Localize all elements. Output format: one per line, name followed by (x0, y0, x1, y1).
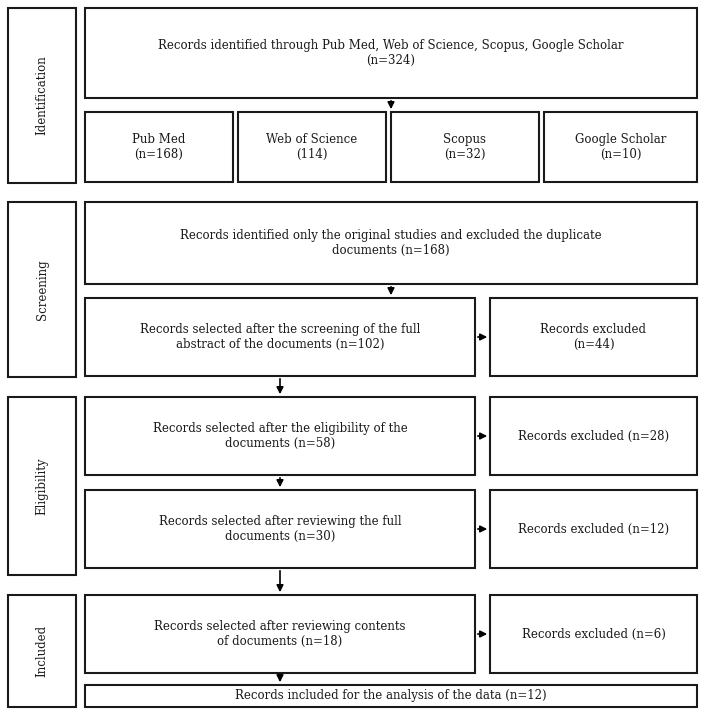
Bar (490, 490, 697, 568)
Text: Screening: Screening (35, 259, 48, 320)
Text: Records identified through Pub Med, Web of Science, Scopus, Google Scholar
(n=32: Records identified through Pub Med, Web … (158, 39, 624, 67)
Bar (8, 8, 76, 183)
Bar (85, 112, 233, 182)
Text: Web of Science
(114): Web of Science (114) (267, 133, 357, 161)
Bar (85, 685, 697, 707)
Text: Google Scholar
(n=10): Google Scholar (n=10) (575, 133, 666, 161)
Bar (85, 8, 697, 98)
Bar (85, 490, 475, 568)
Text: Included: Included (35, 625, 48, 677)
Text: Scopus
(n=32): Scopus (n=32) (444, 133, 486, 161)
Bar (490, 595, 697, 673)
Text: Records selected after the screening of the full
abstract of the documents (n=10: Records selected after the screening of … (140, 323, 420, 351)
Text: Pub Med
(n=168): Pub Med (n=168) (133, 133, 186, 161)
Bar (85, 298, 475, 376)
Text: Records identified only the original studies and excluded the duplicate
document: Records identified only the original stu… (180, 229, 602, 257)
Text: Identification: Identification (35, 56, 48, 136)
Text: Records excluded (n=6): Records excluded (n=6) (522, 628, 666, 640)
Bar (85, 397, 475, 475)
Text: Records selected after reviewing contents
of documents (n=18): Records selected after reviewing content… (155, 620, 406, 648)
Text: Eligibility: Eligibility (35, 457, 48, 515)
Text: Records included for the analysis of the data (n=12): Records included for the analysis of the… (235, 690, 547, 703)
Text: Records selected after the eligibility of the
documents (n=58): Records selected after the eligibility o… (152, 422, 408, 450)
Bar (238, 112, 386, 182)
Bar (490, 397, 697, 475)
Bar (8, 595, 76, 707)
Bar (8, 202, 76, 377)
Bar (85, 202, 697, 284)
Bar (391, 112, 539, 182)
Bar (8, 397, 76, 575)
Text: Records excluded (n=28): Records excluded (n=28) (518, 430, 669, 443)
Text: Records excluded (n=12): Records excluded (n=12) (518, 523, 669, 536)
Text: Records excluded
(n=44): Records excluded (n=44) (540, 323, 647, 351)
Bar (544, 112, 697, 182)
Bar (490, 298, 697, 376)
Text: Records selected after reviewing the full
documents (n=30): Records selected after reviewing the ful… (159, 515, 401, 543)
Bar (85, 595, 475, 673)
